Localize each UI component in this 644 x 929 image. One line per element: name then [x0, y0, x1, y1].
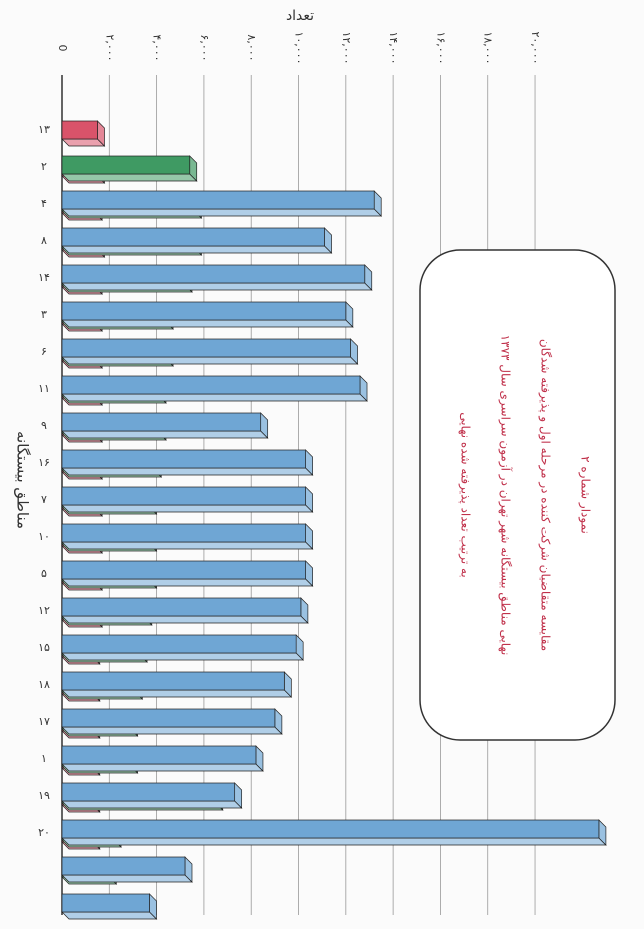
bar-depth: [61, 578, 314, 587]
bar: [61, 819, 600, 839]
bar: [61, 745, 257, 765]
bar-depth: [61, 245, 333, 254]
x-tick-label: 0: [56, 45, 69, 52]
bar-depth: [61, 393, 368, 402]
bar: [61, 449, 306, 469]
y-tick-label: ۴: [41, 197, 47, 210]
y-tick-label: ۱۸: [38, 678, 50, 691]
y-tick-label: ۱۹: [38, 789, 50, 802]
bar: [61, 597, 302, 617]
bar: [61, 708, 276, 728]
y-tick-label: ۲: [41, 160, 47, 173]
bar: [61, 782, 236, 802]
x-tick-label: ۲,۰۰۰: [103, 34, 116, 61]
bar: [61, 486, 306, 506]
bar-depth: [61, 800, 243, 809]
subtitle-line: به ترتیب تعداد پذیرفته شده نهایی: [458, 412, 473, 578]
bar-depth: [61, 504, 314, 513]
subtitle-line: نهایی مناطق بیستگانه شهر تهران در آزمون …: [498, 335, 514, 656]
y-tick-label: ۸: [41, 234, 47, 247]
y-tick-label: ۳: [41, 308, 47, 321]
x-axis-title: تعداد: [286, 8, 314, 24]
bar-depth: [61, 652, 305, 661]
y-tick-label: ۲۰: [38, 826, 50, 839]
y-tick-label: ۱۳: [38, 123, 50, 136]
bar: [61, 227, 325, 247]
bar: [61, 856, 186, 876]
y-tick-label: ۱۵: [38, 641, 50, 654]
y-tick-label: ۵: [41, 567, 47, 580]
bar-depth: [61, 726, 283, 735]
bar: [61, 264, 366, 284]
chart-title: نمودار شماره ۲: [578, 456, 593, 534]
bar-depth: [61, 430, 269, 439]
bar-depth: [61, 689, 293, 698]
bar: [61, 338, 351, 358]
bar: [61, 523, 306, 543]
bar-depth: [61, 541, 314, 550]
y-tick-label: ۷: [41, 493, 47, 506]
bar: [61, 120, 98, 140]
y-axis-title: مناطق بیستگانه: [14, 431, 32, 529]
x-tick-label: ۲۰,۰۰۰: [529, 31, 542, 64]
y-tick-label: ۶: [41, 345, 47, 358]
bar: [61, 301, 347, 321]
bar: [61, 560, 306, 580]
bar-depth: [61, 615, 309, 624]
bar-depth: [61, 173, 198, 182]
bar-depth: [61, 319, 354, 328]
title-box: [419, 249, 616, 741]
bar: [61, 190, 375, 210]
bar-depth: [61, 356, 359, 365]
x-tick-label: ۱۴,۰۰۰: [387, 31, 400, 64]
bar-depth: [61, 911, 158, 920]
y-tick-label: ۱۱: [38, 382, 50, 395]
x-tick-label: ۱۰,۰۰۰: [293, 31, 306, 64]
y-tick-label: ۱۴: [38, 271, 50, 284]
subtitle-line: مقایسه متقاضیان شرکت کننده در مرحله اول …: [538, 339, 553, 651]
y-tick-label: ۱۲: [38, 604, 50, 617]
bar-depth: [61, 837, 607, 846]
y-tick-label: ۱۰: [38, 530, 50, 543]
x-tick-label: ۸,۰۰۰: [245, 34, 258, 61]
x-tick-label: ۱۶,۰۰۰: [434, 31, 447, 64]
bar: [61, 375, 361, 395]
y-tick-label: ۱۶: [38, 456, 50, 469]
y-tick-label: ۱۷: [38, 715, 50, 728]
bar-depth: [61, 763, 264, 772]
x-tick-label: ۱۸,۰۰۰: [482, 31, 495, 64]
bar: [61, 893, 150, 913]
x-tick-label: ۶,۰۰۰: [198, 34, 211, 61]
bar: [61, 634, 297, 654]
y-tick-label: ۹: [41, 419, 47, 432]
y-tick-label: ۱: [41, 752, 47, 765]
bar-depth: [61, 208, 383, 217]
x-tick-label: ۱۲,۰۰۰: [340, 31, 353, 64]
bar-depth: [61, 874, 193, 883]
bar-depth: [61, 467, 314, 476]
bar: [61, 412, 262, 432]
x-tick-label: ۴,۰۰۰: [151, 34, 164, 61]
bar-depth: [61, 282, 373, 291]
bar: [61, 671, 285, 691]
bar: [61, 155, 191, 175]
